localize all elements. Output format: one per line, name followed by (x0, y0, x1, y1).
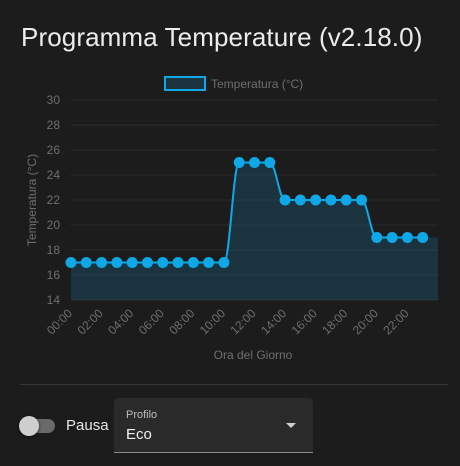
data-point (294, 194, 306, 206)
x-tick-label: 18:00 (319, 306, 350, 337)
pause-toggle-thumb[interactable] (19, 416, 39, 436)
data-point (417, 232, 429, 243)
page-title: Programma Temperature (v2.18.0) (21, 22, 423, 52)
data-point (356, 194, 368, 206)
x-axis-ticks: 00:00 02:00 04:00 06:00 08:00 10:00 12:00 14:00… (44, 306, 412, 337)
x-tick-label: 02:00 (75, 306, 106, 337)
section-divider (20, 384, 448, 385)
data-point (325, 194, 337, 206)
legend-swatch (164, 76, 206, 91)
data-point (264, 157, 276, 168)
x-tick-label: 08:00 (166, 306, 197, 337)
y-tick-label: 14 (47, 293, 61, 307)
chart-grid (71, 99, 438, 301)
data-point (401, 232, 413, 243)
y-tick-label: 26 (47, 143, 61, 157)
data-point (65, 257, 77, 268)
y-tick-label: 24 (47, 168, 61, 182)
data-point (172, 257, 184, 268)
profile-select-label: Profilo (126, 409, 158, 421)
legend-label: Temperatura (°C) (211, 77, 303, 91)
temperature-chart[interactable]: 14 16 18 20 22 24 26 28 30 00:00 02:00 04:00 06:00 0… (0, 0, 460, 380)
profile-select-value: Eco (126, 426, 152, 443)
temperature-points (65, 157, 429, 268)
data-point (96, 257, 108, 268)
data-point (249, 157, 260, 168)
data-point (218, 257, 230, 268)
pause-toggle[interactable] (19, 416, 59, 436)
x-tick-label: 14:00 (258, 306, 289, 337)
y-axis-title: Temperatura (°C) (25, 154, 39, 246)
data-point (111, 257, 123, 268)
y-axis-ticks: 14 16 18 20 22 24 26 28 30 (47, 93, 61, 307)
y-tick-label: 30 (47, 93, 61, 107)
dropdown-arrow-icon[interactable] (286, 423, 296, 428)
profile-select[interactable]: Profilo Eco (114, 398, 313, 453)
x-tick-label: 04:00 (105, 306, 136, 337)
x-axis-title: Ora del Giorno (214, 348, 293, 362)
data-point (126, 257, 138, 268)
pause-label: Pausa (66, 417, 109, 434)
y-tick-label: 22 (47, 193, 61, 207)
data-point (233, 157, 245, 168)
x-tick-label: 10:00 (197, 306, 228, 337)
y-tick-label: 16 (47, 268, 61, 282)
x-tick-label: 12:00 (227, 306, 258, 337)
y-tick-label: 20 (47, 218, 61, 232)
data-point (386, 232, 398, 243)
data-point (141, 257, 153, 268)
data-point (157, 257, 169, 268)
temperature-area-fill (71, 162, 438, 300)
data-point (310, 194, 322, 206)
data-point (203, 257, 215, 268)
chart-legend: Temperatura (°C) (164, 76, 303, 91)
data-point (187, 257, 199, 268)
data-point (340, 194, 352, 206)
x-tick-label: 06:00 (136, 306, 167, 337)
y-tick-label: 18 (47, 243, 61, 257)
data-point (279, 194, 291, 206)
x-tick-label: 16:00 (289, 306, 320, 337)
data-point (80, 257, 92, 268)
x-tick-label: 22:00 (380, 306, 411, 337)
x-tick-label: 20:00 (350, 306, 381, 337)
data-point (371, 232, 383, 243)
x-tick-label: 00:00 (44, 306, 75, 337)
y-tick-label: 28 (47, 118, 61, 132)
